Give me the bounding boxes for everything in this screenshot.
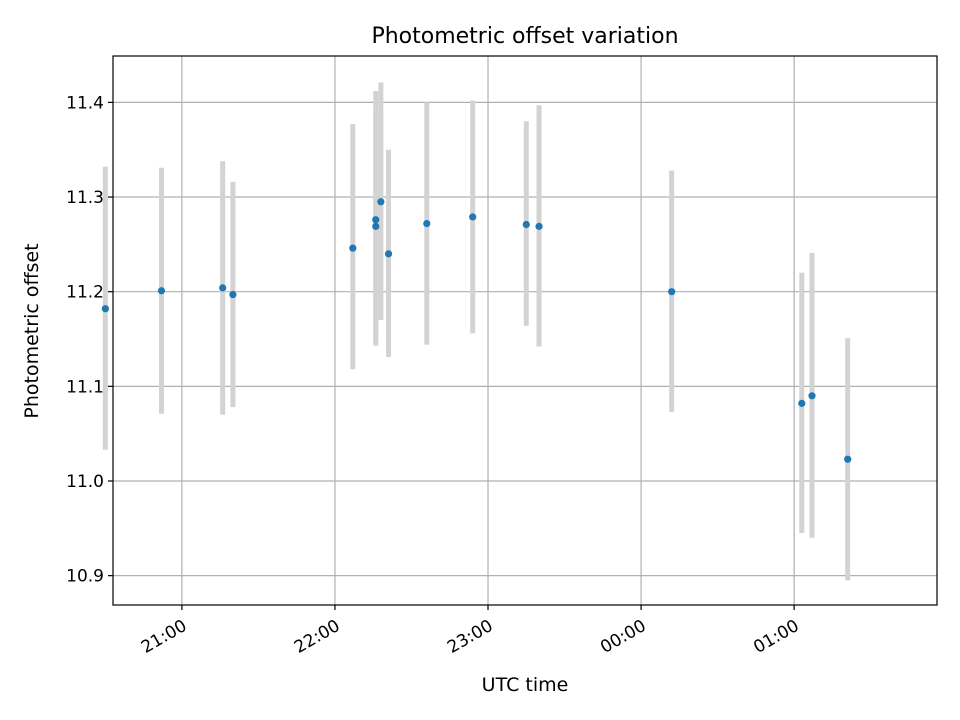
data-point xyxy=(384,250,393,258)
data-point xyxy=(229,290,237,299)
data-point xyxy=(372,216,380,224)
data-point xyxy=(469,213,477,221)
data-point xyxy=(522,220,530,229)
y-tick-labels: 10.9 11.0 11.1 11.2 11.3 11.4 xyxy=(66,93,104,586)
data-point xyxy=(349,244,357,252)
y-axis-label: Photometric offset xyxy=(21,243,43,418)
y-tick-label: 11.2 xyxy=(66,283,104,303)
data-point xyxy=(808,392,816,400)
data-point xyxy=(844,455,852,463)
data-point xyxy=(372,222,380,230)
y-tick-label: 11.4 xyxy=(66,93,104,113)
data-point xyxy=(219,284,227,292)
data-point xyxy=(377,198,385,206)
x-axis-label: UTC time xyxy=(482,674,569,696)
data-point xyxy=(101,305,109,313)
data-points xyxy=(101,198,852,463)
axes-frame xyxy=(112,55,938,606)
y-tick-label: 10.9 xyxy=(66,567,104,587)
y-tick-label: 11.1 xyxy=(66,377,104,397)
data-point xyxy=(535,222,543,230)
data-point xyxy=(157,287,166,295)
data-point xyxy=(423,219,431,228)
axis-ticks xyxy=(108,101,795,610)
chart-title: Photometric offset variation xyxy=(371,24,678,49)
y-tick-label: 11.3 xyxy=(66,188,104,208)
data-point xyxy=(798,399,806,407)
data-point xyxy=(668,288,676,296)
y-tick-label: 11.0 xyxy=(66,472,104,492)
